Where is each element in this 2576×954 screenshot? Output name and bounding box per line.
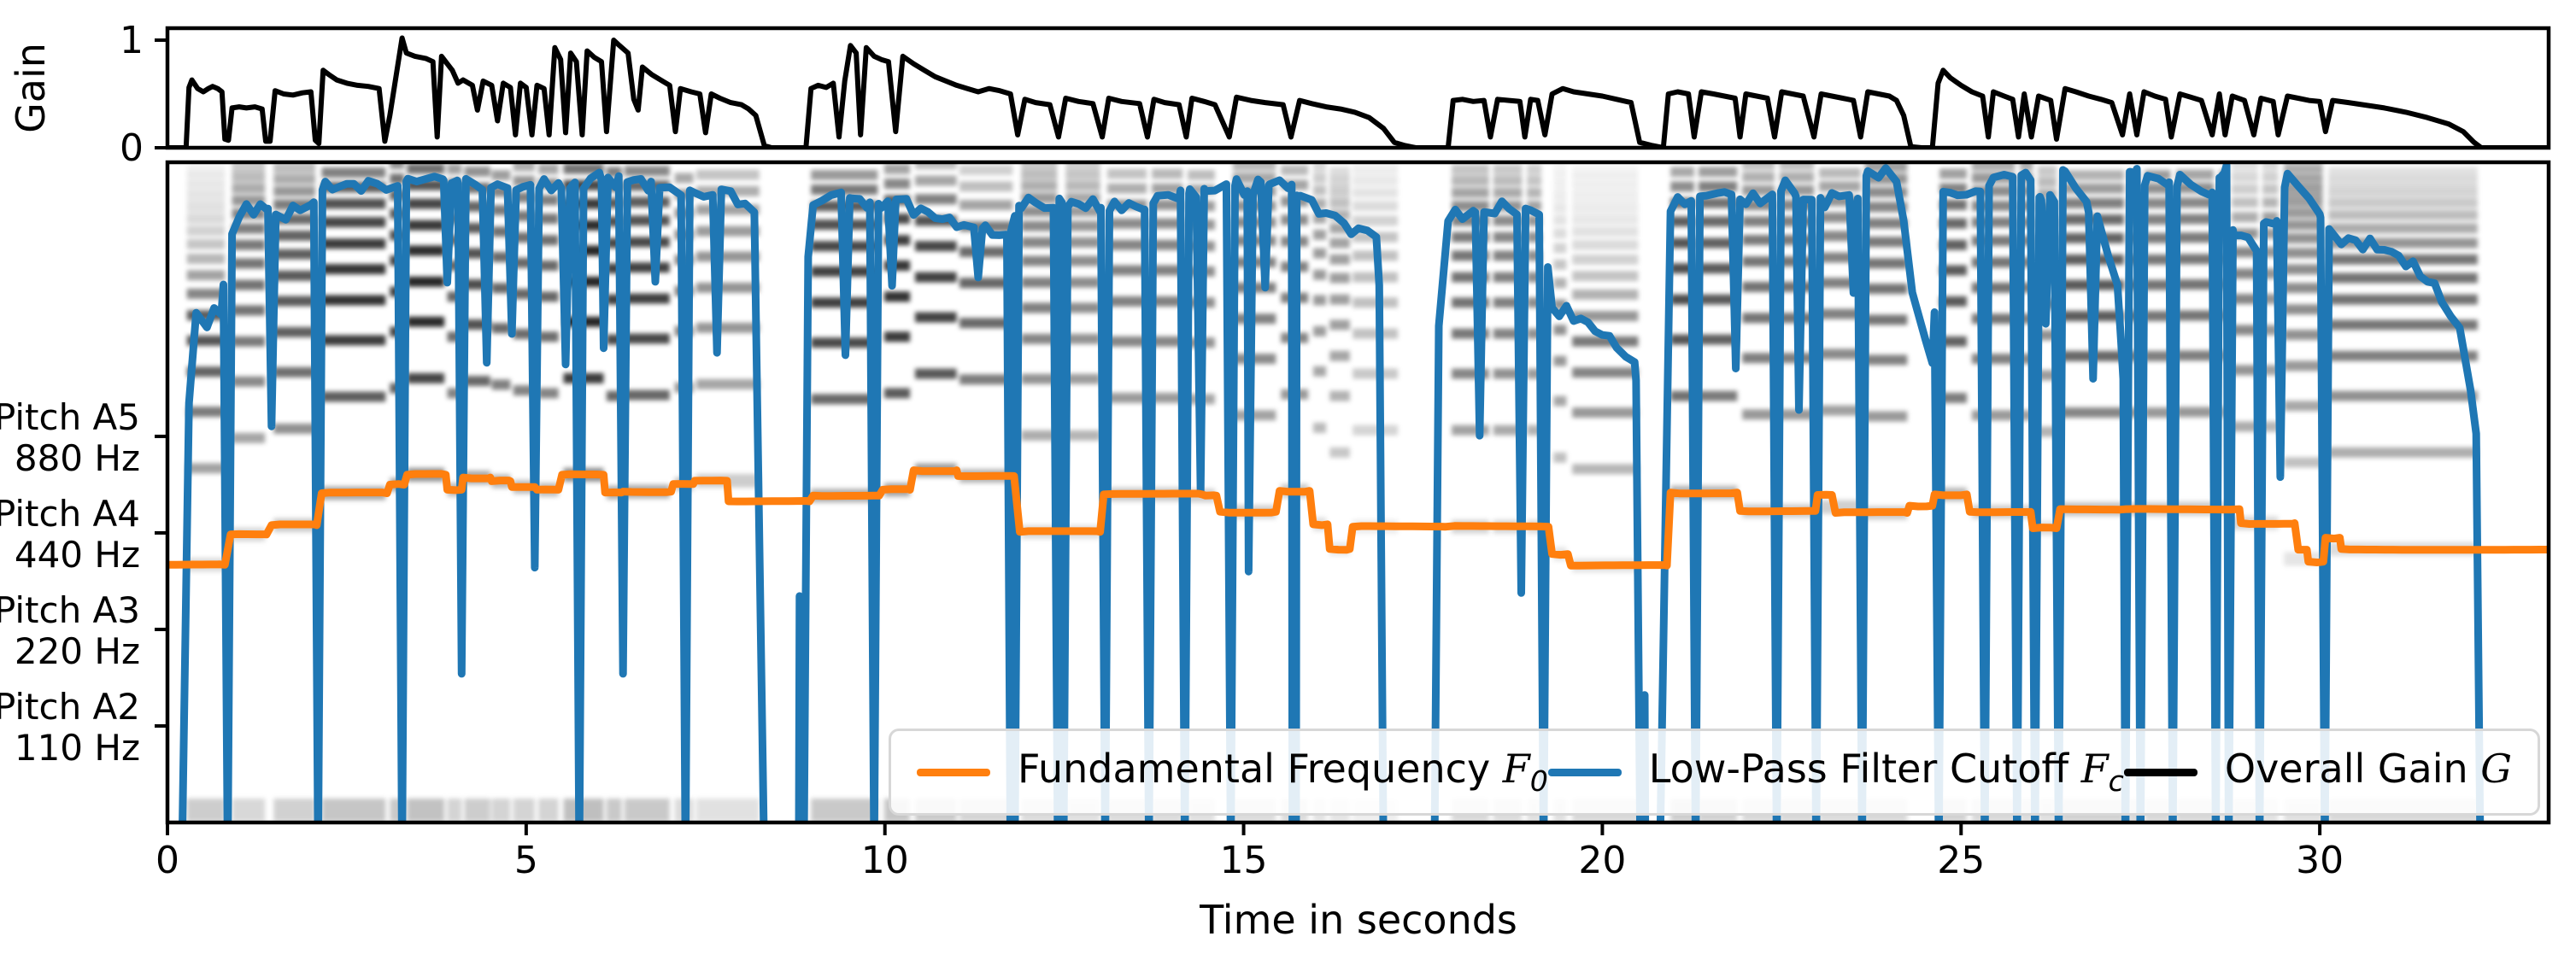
f0-line-swatch — [917, 768, 990, 776]
legend-label-gain: Overall Gain G — [2224, 746, 2513, 793]
legend-label-cutoff: Low-Pass Filter Cutoff Fc — [1648, 746, 2124, 799]
tick-label: 1 — [120, 19, 144, 62]
tick-label: 0 — [120, 126, 144, 170]
fundamental-frequency-line — [167, 466, 2549, 570]
tick-label: 20 — [1578, 839, 1626, 882]
tick-label: 440 Hz — [15, 534, 140, 576]
legend-item-gain: Overall Gain G — [2123, 746, 2513, 798]
tick-label: 0 — [155, 839, 179, 882]
legend: Fundamental Frequency F0 Low-Pass Filter… — [889, 729, 2540, 816]
gain-line — [167, 35, 2549, 148]
gain-axis-label: Gain — [8, 43, 54, 133]
legend-item-f0: Fundamental Frequency F0 — [917, 746, 1548, 799]
tick-label: 15 — [1220, 839, 1268, 882]
tick-label: 25 — [1937, 839, 1985, 882]
tick-label: 5 — [514, 839, 538, 882]
tick-label: 880 Hz — [15, 437, 140, 479]
cutoff-line-swatch — [1547, 768, 1622, 776]
tick-label: 30 — [2296, 839, 2344, 882]
legend-label-f0: Fundamental Frequency F0 — [1018, 746, 1548, 799]
tick-label: 220 Hz — [15, 630, 140, 672]
tick-label: Pitch A5 — [0, 396, 140, 438]
legend-item-cutoff: Low-Pass Filter Cutoff Fc — [1547, 746, 2124, 799]
time-axis-label: Time in seconds — [1199, 897, 1517, 943]
tick-label: 10 — [861, 839, 909, 882]
gain-line-swatch — [2123, 768, 2198, 776]
cutoff-line — [179, 162, 2485, 822]
tick-label: Pitch A3 — [0, 589, 140, 631]
tick-label: Pitch A4 — [0, 493, 140, 535]
tick-label: Pitch A2 — [0, 686, 140, 728]
spectrogram-axes-spines — [165, 160, 2551, 825]
gain-axes-spines — [165, 26, 2551, 150]
tick-label: 110 Hz — [15, 727, 140, 769]
